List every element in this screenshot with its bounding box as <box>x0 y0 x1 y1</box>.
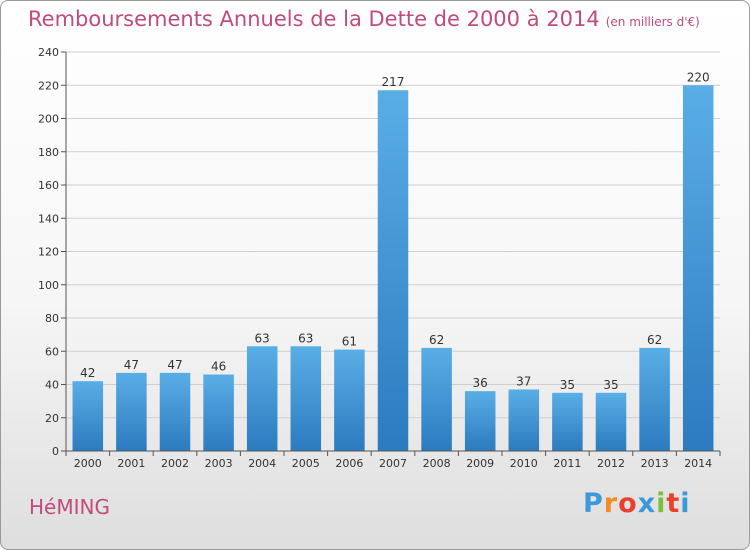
x-tick-label: 2006 <box>335 457 363 470</box>
data-label-2009: 36 <box>473 376 488 390</box>
x-tick-label: 2010 <box>510 457 538 470</box>
x-tick-label: 2012 <box>597 457 625 470</box>
y-tick-label: 40 <box>45 379 59 392</box>
data-label-2002: 47 <box>167 358 182 372</box>
x-tick-label: 2005 <box>292 457 320 470</box>
data-label-2003: 46 <box>211 360 226 374</box>
data-label-2010: 37 <box>516 374 531 388</box>
x-tick-label: 2003 <box>205 457 233 470</box>
data-label-2007: 217 <box>382 75 405 89</box>
logo-letter: i <box>656 488 667 519</box>
bar-2005 <box>290 346 322 451</box>
y-tick-label: 0 <box>52 445 59 458</box>
bar-2010 <box>508 389 540 451</box>
bar-2011 <box>552 392 583 451</box>
y-tick-label: 200 <box>38 113 59 126</box>
bar-2004 <box>246 346 278 451</box>
x-tick-label: 2007 <box>379 457 407 470</box>
data-label-2006: 61 <box>342 335 357 349</box>
bar-2013 <box>639 347 670 451</box>
data-label-2005: 63 <box>298 331 313 345</box>
data-label-2012: 35 <box>603 378 618 392</box>
y-tick-label: 240 <box>38 46 59 59</box>
data-label-2004: 63 <box>255 331 270 345</box>
bar-2000 <box>72 381 104 451</box>
y-tick-label: 100 <box>38 279 59 292</box>
data-label-2014: 220 <box>687 70 710 84</box>
data-label-2000: 42 <box>80 366 95 380</box>
commune-name: HéMING <box>29 495 110 519</box>
logo-letter: o <box>618 488 638 519</box>
bar-2007 <box>377 90 409 452</box>
x-axis: 2000 2001 2002 2003 2004 2005 2006 2007 2008 2009… <box>65 450 721 470</box>
y-tick-label: 60 <box>45 345 59 358</box>
y-axis: 0 20 40 60 80 100 120 140 160 180 200 220 240 <box>38 46 67 458</box>
x-tick-label: 2013 <box>641 457 669 470</box>
chart-title-text: Remboursements Annuels de la Dette de 20… <box>28 7 600 31</box>
bar-2014 <box>682 85 714 451</box>
x-tick-label: 2001 <box>117 457 145 470</box>
x-tick-label: 2009 <box>466 457 494 470</box>
bar-2008 <box>421 347 452 451</box>
data-label-2013: 62 <box>647 333 662 347</box>
proxiti-logo: Proxiti <box>583 488 691 519</box>
data-label-2001: 47 <box>124 358 139 372</box>
bar-2006 <box>334 349 365 451</box>
bar-2012 <box>595 392 627 451</box>
data-label-2011: 35 <box>560 378 575 392</box>
x-tick-label: 2000 <box>74 457 102 470</box>
bar-2002 <box>159 372 191 451</box>
y-tick-label: 120 <box>38 246 59 259</box>
y-tick-label: 20 <box>45 412 59 425</box>
logo-letter: x <box>637 488 657 519</box>
bar-2001 <box>116 372 147 451</box>
bar-2003 <box>203 374 234 451</box>
x-tick-label: 2004 <box>248 457 276 470</box>
chart-subtitle: (en milliers d'€) <box>605 15 700 29</box>
logo-letter: P <box>583 488 604 519</box>
chart-title: Remboursements Annuels de la Dette de 20… <box>28 7 700 31</box>
y-tick-label: 160 <box>38 179 59 192</box>
bars: 42 47 47 46 63 63 61 217 62 36 37 35 35 62 220 <box>72 70 714 452</box>
logo-letter: i <box>680 488 691 519</box>
y-tick-label: 220 <box>38 79 59 92</box>
x-tick-label: 2008 <box>423 457 451 470</box>
x-tick-label: 2014 <box>684 457 712 470</box>
logo-letter: r <box>603 488 619 519</box>
y-tick-label: 140 <box>38 212 59 225</box>
y-tick-label: 180 <box>38 146 59 159</box>
y-tick-label: 80 <box>45 312 59 325</box>
bar-2009 <box>464 391 496 451</box>
logo-letter: t <box>666 488 681 519</box>
x-tick-label: 2002 <box>161 457 189 470</box>
data-label-2008: 62 <box>429 333 444 347</box>
x-tick-label: 2011 <box>553 457 581 470</box>
